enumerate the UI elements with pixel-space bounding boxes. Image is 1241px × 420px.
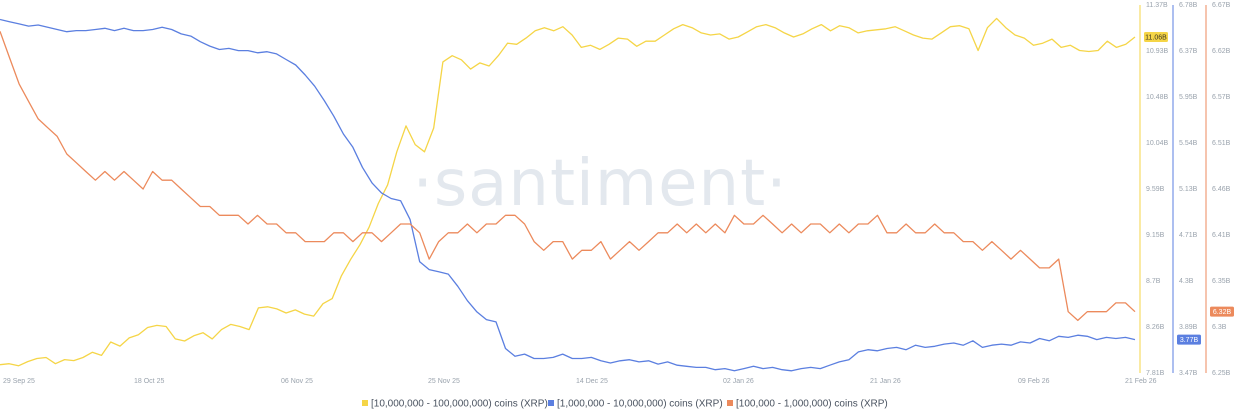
x-tick-label: 02 Jan 26 (723, 378, 754, 385)
y-tick-label: 6.46B (1212, 186, 1231, 193)
last-value-badges: 11.06B 3.77B 6.32B (1144, 32, 1234, 345)
last-value-badge (1210, 306, 1234, 317)
x-tick-label: 21 Feb 26 (1125, 378, 1157, 385)
legend: [10,000,000 - 100,000,000) coins (XRP) [1… (362, 399, 888, 410)
y-tick-label: 9.15B (1146, 232, 1165, 239)
legend-label: [1,000,000 - 10,000,000) coins (XRP) (557, 399, 723, 410)
series-line (0, 18, 1136, 372)
y-tick-label: 6.25B (1212, 370, 1231, 377)
legend-swatch (362, 400, 368, 406)
y-tick-label: 6.41B (1212, 232, 1231, 239)
y-tick-label: 4.71B (1179, 232, 1198, 239)
series-lines (0, 17, 1136, 372)
y-tick-label: 7.81B (1146, 370, 1165, 377)
x-axis: 29 Sep 25 18 Oct 25 06 Nov 25 25 Nov 25 14 D… (3, 378, 1157, 385)
y-tick-label: 6.78B (1179, 2, 1198, 9)
y-tick-label: 6.67B (1212, 2, 1231, 9)
x-tick-label: 09 Feb 26 (1018, 378, 1050, 385)
last-value-label: 3.77B (1180, 337, 1199, 344)
watermark: ·santiment· (412, 147, 787, 221)
legend-swatch (548, 400, 554, 406)
y-tick-label: 5.54B (1179, 140, 1198, 147)
legend-label: [10,000,000 - 100,000,000) coins (XRP) (371, 399, 548, 410)
y-tick-label: 6.35B (1212, 278, 1231, 285)
y-tick-label: 6.3B (1212, 324, 1227, 331)
y-tick-label: 10.93B (1146, 48, 1169, 55)
legend-swatch (727, 400, 733, 406)
y-tick-label: 4.3B (1179, 278, 1194, 285)
x-tick-label: 18 Oct 25 (134, 378, 164, 385)
y-tick-label: 5.13B (1179, 186, 1198, 193)
y-tick-label: 3.47B (1179, 370, 1198, 377)
legend-label: [100,000 - 1,000,000) coins (XRP) (736, 399, 888, 410)
y-tick-label: 10.48B (1146, 94, 1169, 101)
y-axes: 11.37B 10.93B 10.48B 10.04B 9.59B 9.15B 8.7B 8.… (1146, 2, 1231, 377)
y-tick-label: 6.51B (1212, 140, 1231, 147)
y-tick-label: 11.37B (1146, 2, 1168, 9)
x-tick-label: 21 Jan 26 (870, 378, 901, 385)
last-value-label: 11.06B (1145, 35, 1167, 42)
y-tick-label: 6.62B (1212, 48, 1231, 55)
series-line (0, 17, 1136, 367)
x-tick-label: 25 Nov 25 (428, 378, 460, 385)
x-tick-label: 06 Nov 25 (281, 378, 313, 385)
y-tick-label: 10.04B (1146, 140, 1169, 147)
last-value-badge (1144, 32, 1168, 43)
y-tick-label: 5.95B (1179, 94, 1198, 101)
x-tick-label: 29 Sep 25 (3, 378, 35, 385)
series-line (0, 31, 1136, 322)
y-tick-label: 3.89B (1179, 324, 1198, 331)
last-value-label: 6.32B (1213, 309, 1232, 316)
y-axis-lines (1139, 5, 1207, 373)
y-tick-label: 6.57B (1212, 94, 1231, 101)
x-tick-label: 14 Dec 25 (576, 378, 608, 385)
last-value-badge (1177, 334, 1201, 345)
y-tick-label: 9.59B (1146, 186, 1165, 193)
y-tick-label: 8.7B (1146, 278, 1161, 285)
y-tick-label: 6.37B (1179, 48, 1198, 55)
y-tick-label: 8.26B (1146, 324, 1165, 331)
